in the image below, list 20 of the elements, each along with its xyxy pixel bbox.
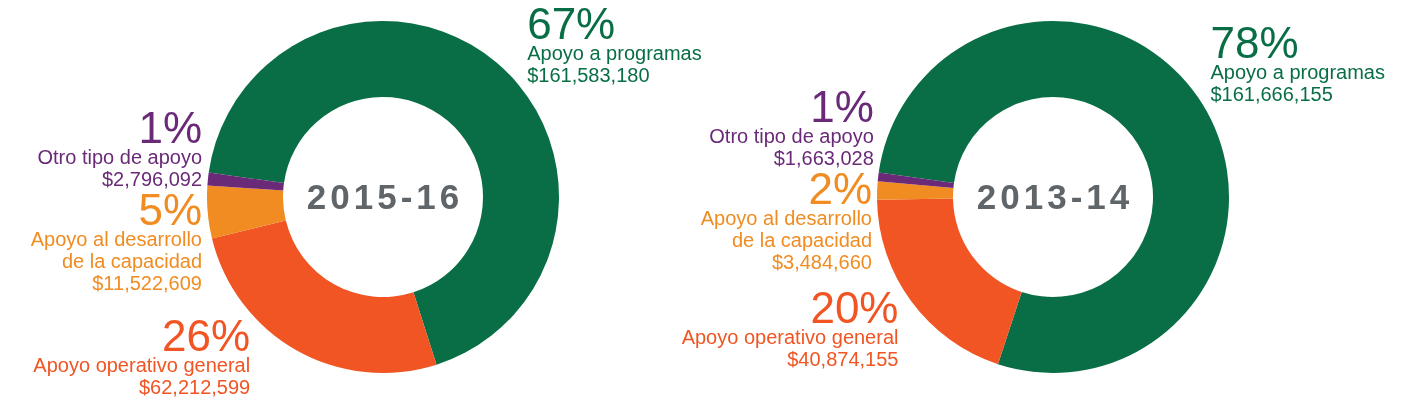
data-label: $161,583,180 (527, 64, 650, 86)
slice-label: Apoyo a programas (1210, 61, 1385, 84)
data-label: $1,663,028 (773, 147, 874, 170)
data-label: $62,212,599 (138, 376, 251, 398)
slice-label: Apoyo al desarrollo de la capacidad (30, 227, 202, 272)
data-label: $11,522,609 (92, 271, 202, 294)
data-label: $2,796,092 (101, 167, 203, 190)
donut-slice (207, 185, 286, 239)
slice-label: Apoyo operativo general (681, 325, 899, 348)
data-label: $40,874,155 (787, 347, 899, 370)
donut-slice (877, 172, 954, 189)
donut-slice (877, 181, 954, 200)
slice-label: Apoyo al desarrollo de la capacidad (700, 207, 872, 252)
data-label: $161,666,155 (1210, 83, 1333, 106)
text: 2015-16 (305, 177, 464, 217)
slice-label: Apoyo a programas (527, 42, 702, 64)
data-label: $3,484,660 (771, 251, 872, 274)
donut-slice (207, 172, 284, 191)
slice-label: Apoyo operativo general (33, 354, 251, 376)
text: 2013-14 (975, 177, 1134, 217)
